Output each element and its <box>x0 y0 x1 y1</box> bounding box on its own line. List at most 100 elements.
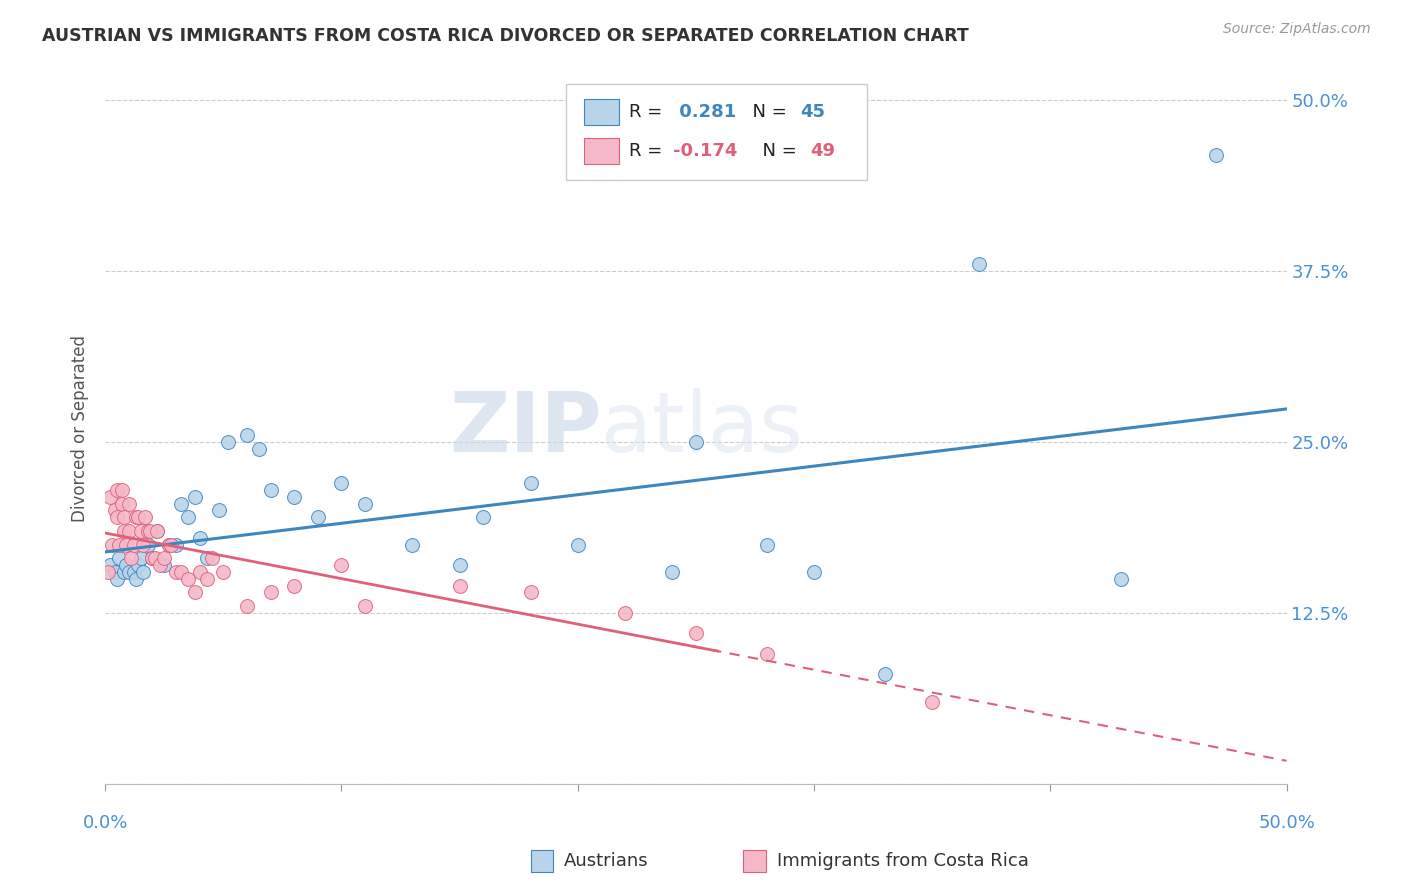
Point <box>236 428 259 442</box>
Point <box>330 476 353 491</box>
Point <box>101 538 124 552</box>
Point <box>1109 572 1132 586</box>
Point <box>115 538 138 552</box>
Point <box>283 490 305 504</box>
FancyBboxPatch shape <box>567 84 868 179</box>
Point <box>157 538 180 552</box>
Point <box>259 585 281 599</box>
Point <box>519 476 541 491</box>
Point <box>111 483 134 497</box>
Point <box>146 524 169 538</box>
Point <box>134 510 156 524</box>
Point <box>170 497 193 511</box>
Point <box>401 538 423 552</box>
Point <box>118 565 141 579</box>
Text: AUSTRIAN VS IMMIGRANTS FROM COSTA RICA DIVORCED OR SEPARATED CORRELATION CHART: AUSTRIAN VS IMMIGRANTS FROM COSTA RICA D… <box>42 27 969 45</box>
Point <box>755 647 778 661</box>
Text: Austrians: Austrians <box>564 852 650 871</box>
Point <box>111 497 134 511</box>
FancyBboxPatch shape <box>583 99 619 125</box>
Point <box>125 572 148 586</box>
Point <box>127 510 149 524</box>
Point <box>118 524 141 538</box>
Point <box>217 435 239 450</box>
Point <box>105 510 128 524</box>
Point <box>97 565 120 579</box>
Point <box>614 606 637 620</box>
Text: N =: N = <box>751 142 803 161</box>
Text: N =: N = <box>741 103 793 121</box>
Point <box>136 538 159 552</box>
Point <box>177 572 200 586</box>
Point <box>112 565 135 579</box>
Y-axis label: Divorced or Separated: Divorced or Separated <box>72 334 89 522</box>
Point <box>136 524 159 538</box>
Point <box>157 538 180 552</box>
Point <box>129 551 152 566</box>
Point <box>148 558 170 573</box>
Point <box>449 579 471 593</box>
Point <box>112 524 135 538</box>
Point <box>108 538 131 552</box>
Point <box>307 510 329 524</box>
Point <box>104 565 127 579</box>
Point <box>195 551 218 566</box>
Point <box>165 565 187 579</box>
Point <box>184 490 207 504</box>
Text: 0.0%: 0.0% <box>83 814 128 832</box>
Point <box>139 524 162 538</box>
Point <box>212 565 235 579</box>
Point <box>143 551 166 566</box>
Point <box>803 565 825 579</box>
Text: Immigrants from Costa Rica: Immigrants from Costa Rica <box>778 852 1029 871</box>
Point <box>969 257 991 271</box>
Point <box>165 538 187 552</box>
Point <box>105 483 128 497</box>
Point <box>283 579 305 593</box>
Point <box>207 503 229 517</box>
Point <box>122 565 145 579</box>
Point <box>125 510 148 524</box>
Text: -0.174: -0.174 <box>673 142 738 161</box>
Point <box>132 538 155 552</box>
Point <box>146 524 169 538</box>
Point <box>685 435 707 450</box>
Point <box>108 551 131 566</box>
Text: 49: 49 <box>810 142 835 161</box>
Text: 50.0%: 50.0% <box>1258 814 1315 832</box>
Point <box>184 585 207 599</box>
Point <box>567 538 589 552</box>
Point <box>98 558 121 573</box>
Point <box>153 558 176 573</box>
Point <box>115 558 138 573</box>
Point <box>160 538 183 552</box>
Point <box>118 497 141 511</box>
Point <box>354 497 377 511</box>
Point <box>105 572 128 586</box>
Text: R =: R = <box>628 142 668 161</box>
Point <box>661 565 683 579</box>
Point <box>236 599 259 614</box>
Point <box>104 503 127 517</box>
Point <box>122 538 145 552</box>
Point <box>141 551 163 566</box>
Point <box>132 565 155 579</box>
Point <box>247 442 270 456</box>
Point <box>112 510 135 524</box>
Point <box>519 585 541 599</box>
Point <box>170 565 193 579</box>
Point <box>141 551 163 566</box>
Point <box>200 551 222 566</box>
Point <box>195 572 218 586</box>
Point <box>685 626 707 640</box>
Text: R =: R = <box>628 103 668 121</box>
Point <box>354 599 377 614</box>
Point <box>449 558 471 573</box>
Text: 45: 45 <box>800 103 825 121</box>
Point <box>177 510 200 524</box>
Point <box>921 695 943 709</box>
Point <box>129 524 152 538</box>
Text: atlas: atlas <box>602 388 803 469</box>
Point <box>330 558 353 573</box>
Point <box>127 558 149 573</box>
